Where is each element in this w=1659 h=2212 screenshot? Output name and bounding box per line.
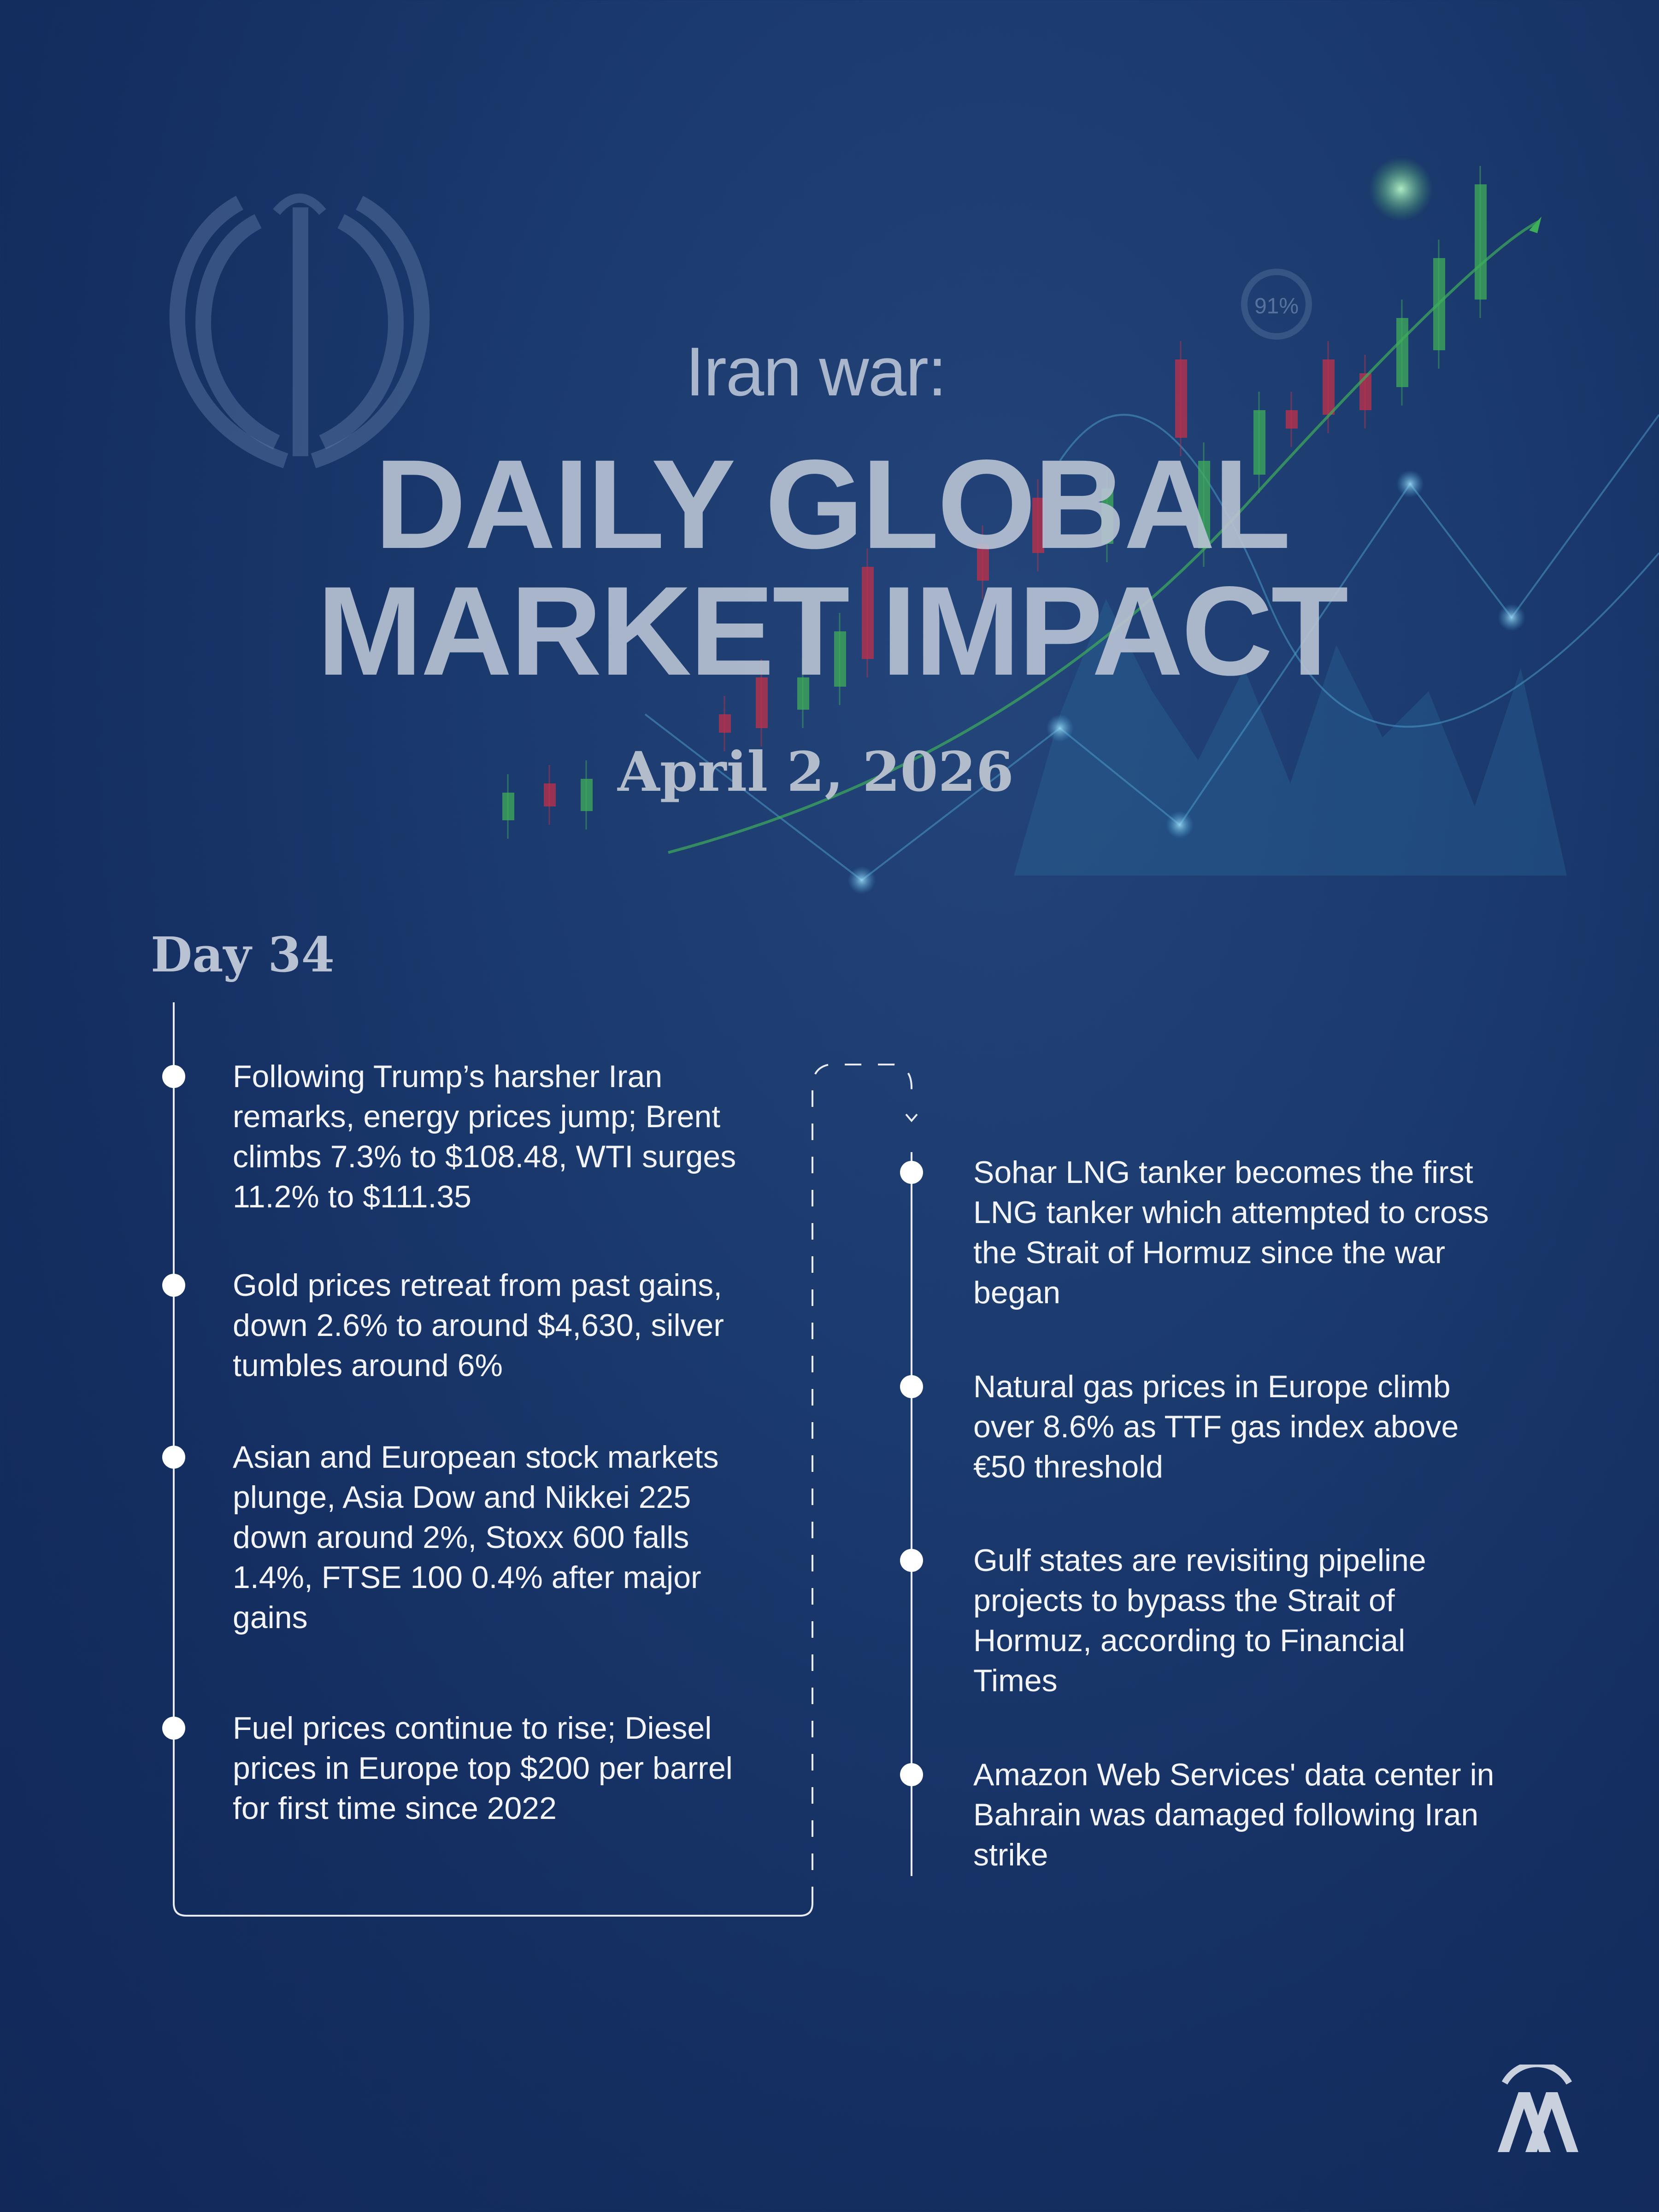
timeline-dot [162,1065,185,1088]
candle-body [502,793,514,820]
timeline-item: Asian and European stock markets plunge,… [233,1440,719,1635]
candle-body [1323,359,1335,415]
candle-body [719,714,731,733]
candle-body [1032,498,1044,553]
chevron-down-icon [905,1113,918,1123]
timeline-item: Sohar LNG tanker becomes the first LNG t… [973,1155,1489,1310]
timeline-dot [162,1274,185,1297]
timeline-item: Fuel prices continue to rise; Diesel pri… [233,1711,733,1826]
candle-body [834,631,846,687]
timeline-dot [162,1717,185,1740]
candle-body [977,544,989,581]
timeline-item: Natural gas prices in Europe climb over … [973,1369,1459,1484]
iran-emblem-icon [169,194,430,469]
background-market-chart: 91% [169,157,1659,894]
candle-body [797,677,809,710]
candle-body [581,779,593,811]
candle-body [1253,410,1265,475]
candle-body [1286,410,1298,429]
timeline-item: Following Trump’s harsher Iran remarks, … [233,1059,736,1214]
timeline-dot [900,1161,923,1184]
title-line-2: MARKET IMPACT [317,560,1348,702]
candle-body [1198,461,1210,548]
title-line-1: DAILY GLOBAL [374,434,1291,575]
timeline-dot [162,1446,185,1469]
aa-logo [1498,2065,1578,2152]
candle-body [1396,318,1408,387]
gauge [1241,269,1312,340]
gauge-label: 91% [1254,294,1299,318]
candle-body [544,783,556,806]
kicker: Iran war: [685,333,947,410]
date: April 2, 2026 [618,740,1014,804]
timeline-dot [900,1763,923,1786]
timeline-item: Amazon Web Services' data center in Bahr… [973,1757,1494,1872]
candle-body [756,677,768,728]
timeline-item: Gold prices retreat from past gains, dow… [233,1268,724,1383]
candle-body [1175,359,1187,438]
trend-arrow-head [1529,217,1541,233]
network-nodes [848,157,1525,894]
timeline-dot [900,1549,923,1572]
trend-arrow [668,220,1540,854]
candlestick-chart-icon [502,166,1487,839]
area-peaks [1014,599,1567,876]
candle-body [862,567,874,659]
candle-body [1475,184,1487,300]
timeline-item: Gulf states are revisiting pipeline proj… [973,1543,1426,1698]
timeline-dot [900,1375,923,1398]
day-label: Day 34 [151,926,335,983]
candle-body [1101,488,1113,544]
